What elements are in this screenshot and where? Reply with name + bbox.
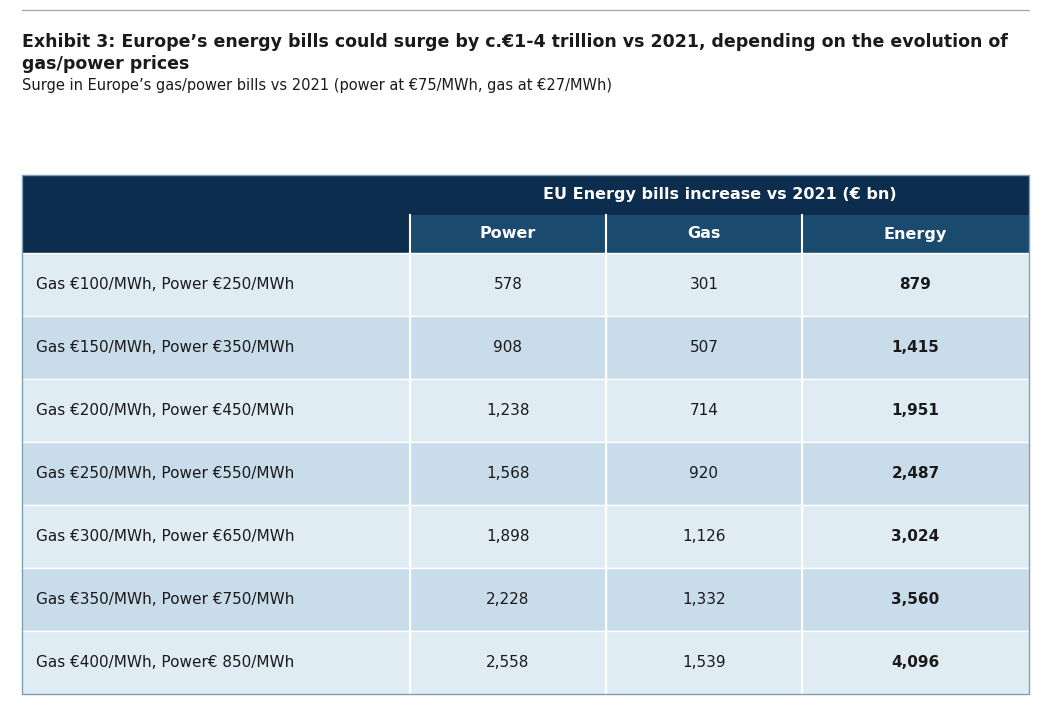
- Text: gas/power prices: gas/power prices: [22, 55, 189, 73]
- Text: 2,487: 2,487: [891, 466, 940, 481]
- Bar: [22, 316, 410, 379]
- Bar: [802, 215, 1029, 253]
- Bar: [802, 316, 1029, 379]
- Bar: [410, 253, 606, 316]
- Bar: [606, 568, 802, 631]
- Bar: [22, 175, 1029, 215]
- Bar: [802, 568, 1029, 631]
- Bar: [22, 505, 410, 568]
- Bar: [606, 631, 802, 694]
- Text: Exhibit 3: Europe’s energy bills could surge by c.€1-4 trillion vs 2021, dependi: Exhibit 3: Europe’s energy bills could s…: [22, 33, 1008, 51]
- Bar: [606, 253, 802, 316]
- Bar: [22, 379, 410, 442]
- Text: 879: 879: [900, 277, 931, 292]
- Bar: [410, 631, 606, 694]
- Text: 4,096: 4,096: [891, 655, 940, 670]
- Text: 1,126: 1,126: [682, 529, 726, 544]
- Text: 1,951: 1,951: [891, 403, 940, 418]
- Text: 1,539: 1,539: [682, 655, 726, 670]
- Bar: [410, 505, 606, 568]
- Bar: [606, 379, 802, 442]
- Bar: [802, 631, 1029, 694]
- Text: Gas €400/MWh, Power€ 850/MWh: Gas €400/MWh, Power€ 850/MWh: [36, 655, 294, 670]
- Text: Gas €300/MWh, Power €650/MWh: Gas €300/MWh, Power €650/MWh: [36, 529, 294, 544]
- Text: 2,558: 2,558: [487, 655, 530, 670]
- Text: Gas €200/MWh, Power €450/MWh: Gas €200/MWh, Power €450/MWh: [36, 403, 294, 418]
- Text: 714: 714: [689, 403, 719, 418]
- Bar: [410, 215, 606, 253]
- Text: 1,332: 1,332: [682, 592, 726, 607]
- Text: 301: 301: [689, 277, 719, 292]
- Text: 1,568: 1,568: [487, 466, 530, 481]
- Bar: [410, 316, 606, 379]
- Text: Gas €100/MWh, Power €250/MWh: Gas €100/MWh, Power €250/MWh: [36, 277, 294, 292]
- Bar: [410, 442, 606, 505]
- Bar: [410, 379, 606, 442]
- Text: Power: Power: [480, 226, 536, 242]
- Bar: [22, 442, 410, 505]
- Text: 2,228: 2,228: [487, 592, 530, 607]
- Text: Gas €250/MWh, Power €550/MWh: Gas €250/MWh, Power €550/MWh: [36, 466, 294, 481]
- Text: Gas €350/MWh, Power €750/MWh: Gas €350/MWh, Power €750/MWh: [36, 592, 294, 607]
- Text: 578: 578: [494, 277, 522, 292]
- Bar: [606, 442, 802, 505]
- Bar: [22, 253, 410, 316]
- Text: 3,560: 3,560: [891, 592, 940, 607]
- Text: 1,898: 1,898: [487, 529, 530, 544]
- Text: Surge in Europe’s gas/power bills vs 2021 (power at €75/MWh, gas at €27/MWh): Surge in Europe’s gas/power bills vs 202…: [22, 78, 612, 93]
- Bar: [22, 631, 410, 694]
- Text: Energy: Energy: [884, 226, 947, 242]
- Bar: [606, 215, 802, 253]
- Text: Gas €150/MWh, Power €350/MWh: Gas €150/MWh, Power €350/MWh: [36, 340, 294, 355]
- Bar: [410, 568, 606, 631]
- Bar: [22, 568, 410, 631]
- Text: 1,415: 1,415: [891, 340, 940, 355]
- Text: EU Energy bills increase vs 2021 (€ bn): EU Energy bills increase vs 2021 (€ bn): [542, 188, 897, 202]
- Bar: [606, 316, 802, 379]
- Text: 908: 908: [494, 340, 522, 355]
- Bar: [22, 215, 410, 253]
- Bar: [802, 505, 1029, 568]
- Bar: [606, 505, 802, 568]
- Bar: [802, 379, 1029, 442]
- Text: 920: 920: [689, 466, 719, 481]
- Text: Gas: Gas: [687, 226, 721, 242]
- Text: 1,238: 1,238: [487, 403, 530, 418]
- Text: 3,024: 3,024: [891, 529, 940, 544]
- Text: 507: 507: [689, 340, 719, 355]
- Bar: [802, 253, 1029, 316]
- Bar: [22, 175, 1029, 694]
- Bar: [802, 442, 1029, 505]
